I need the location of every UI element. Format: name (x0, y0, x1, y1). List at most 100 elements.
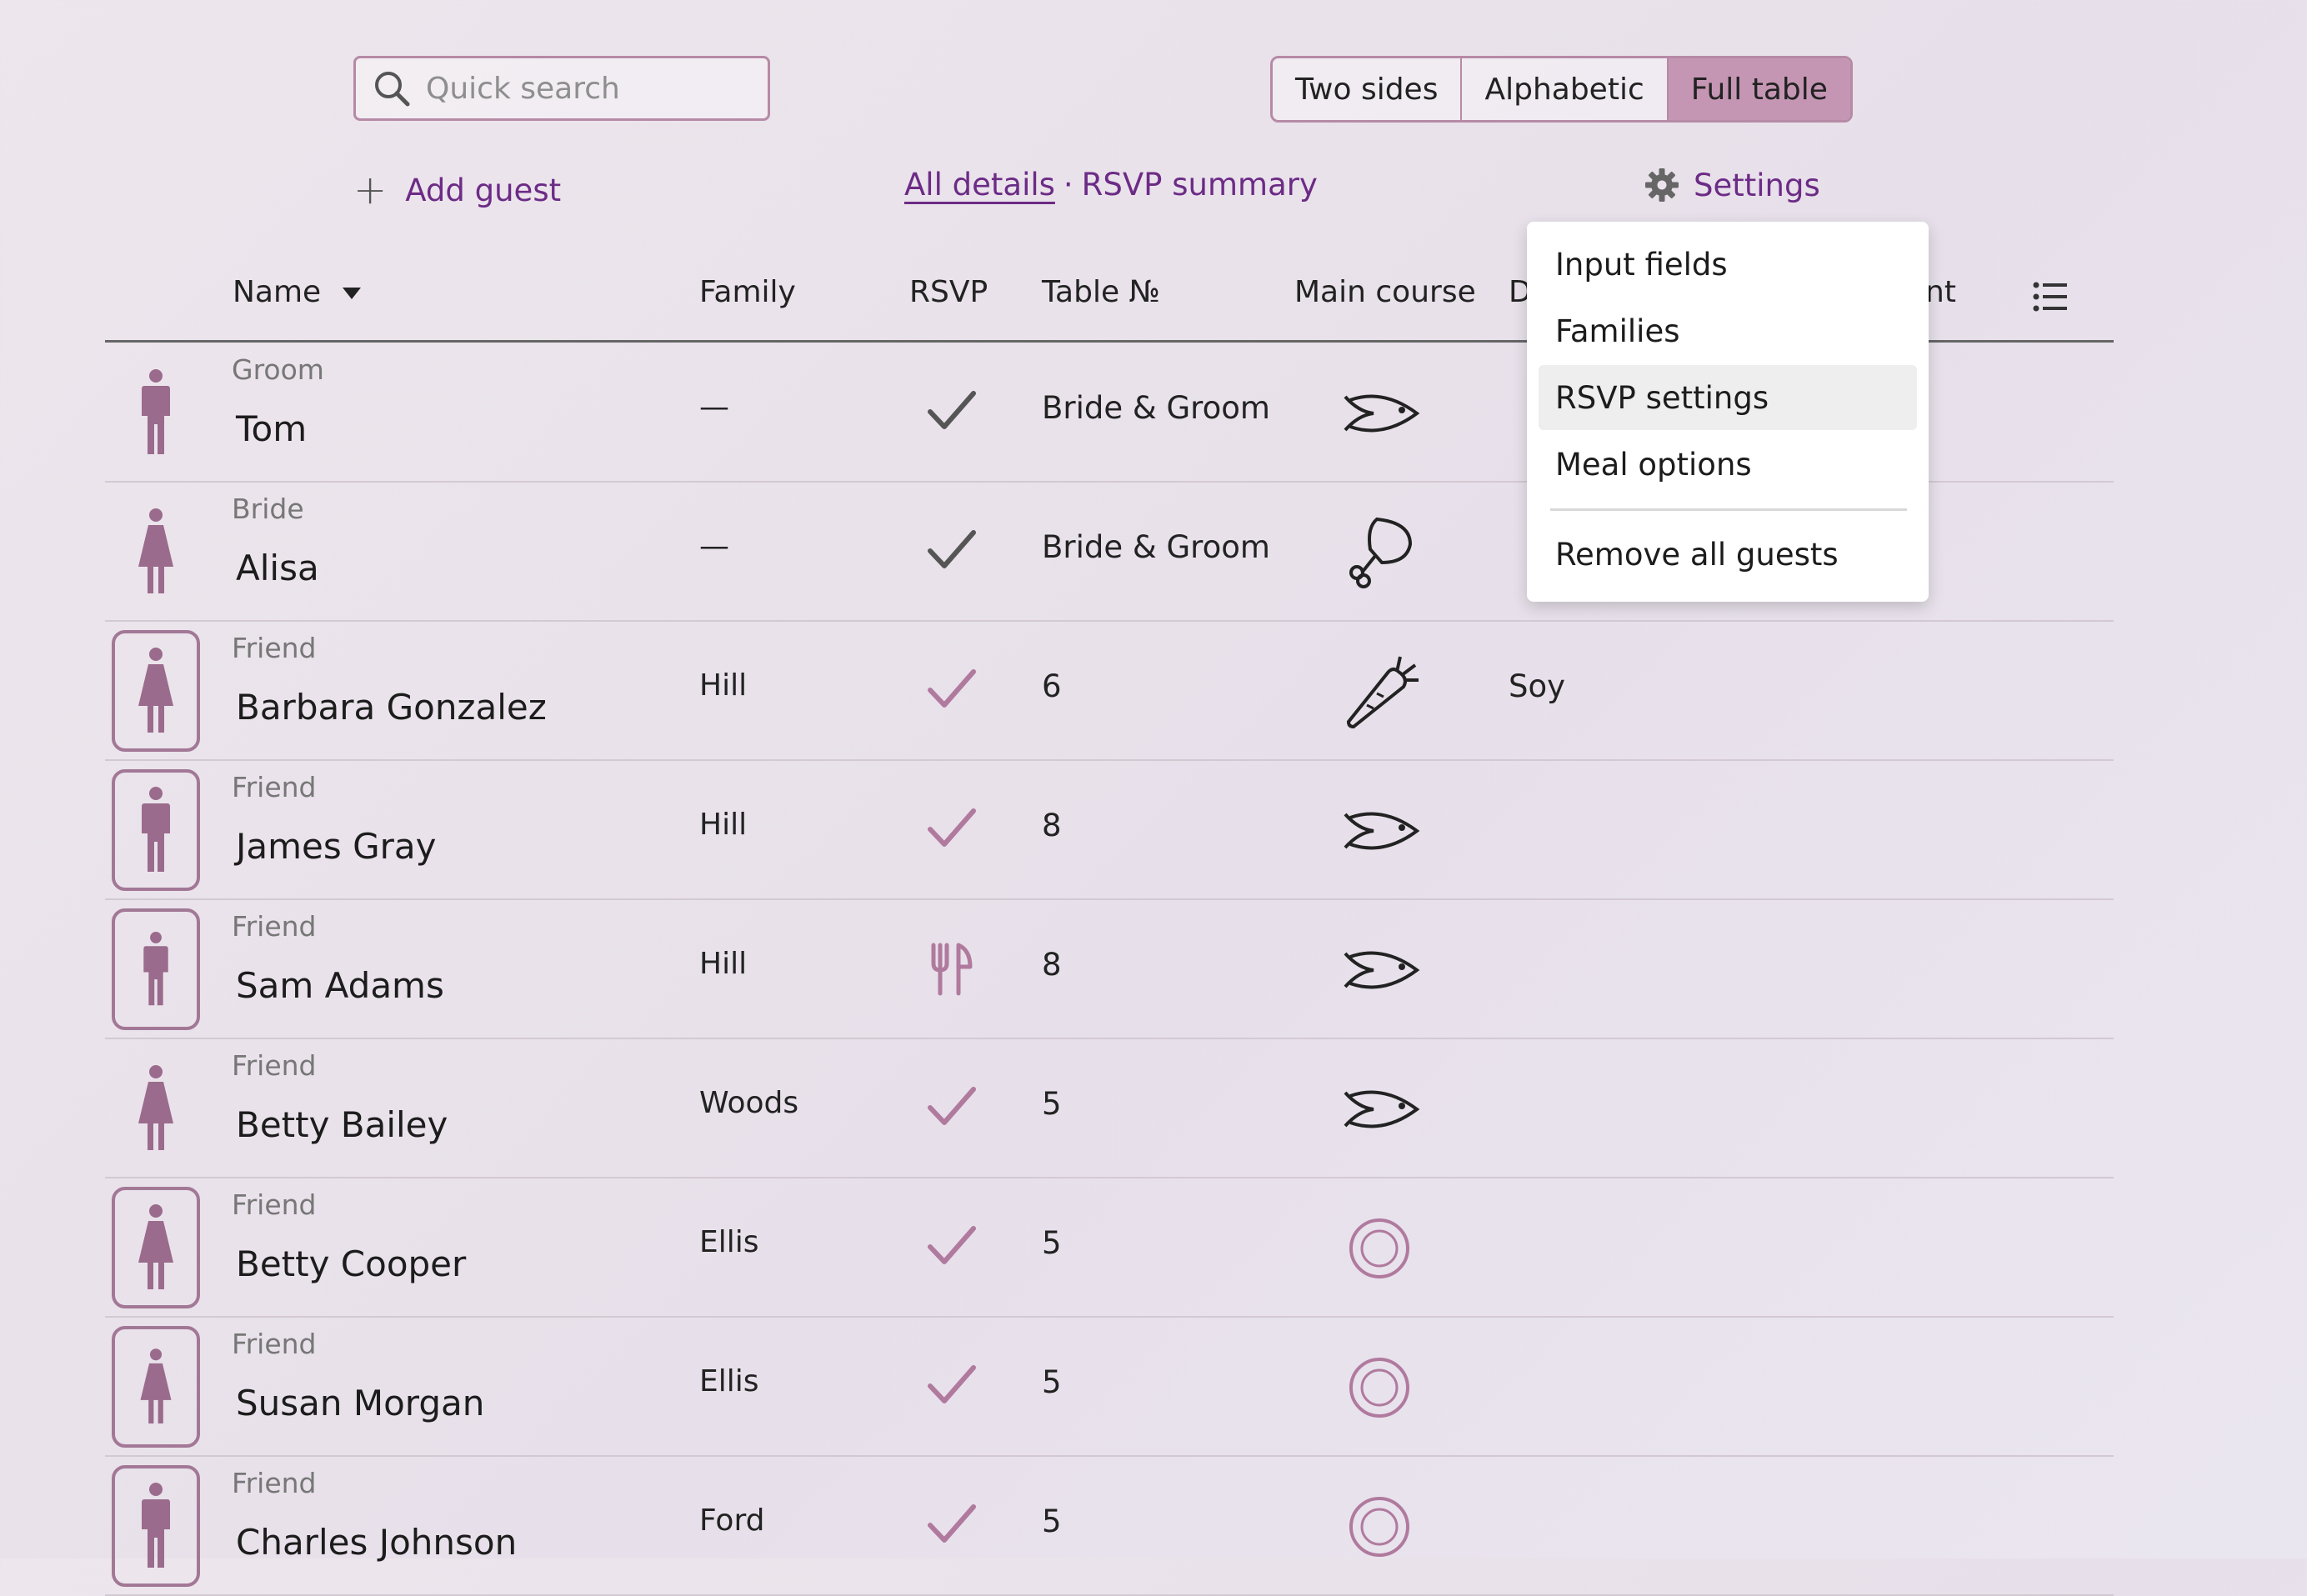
family-column-header[interactable]: Family (699, 275, 796, 309)
menu-item-input-fields[interactable]: Input fields (1555, 246, 1728, 283)
settings-button[interactable]: Settings (1644, 167, 1820, 203)
female-person-icon[interactable] (112, 630, 200, 752)
fish-icon[interactable] (1334, 789, 1425, 873)
menu-item-families[interactable]: Families (1555, 313, 1680, 349)
female-person-icon[interactable] (112, 1326, 200, 1448)
guest-table: 5 (1042, 1086, 1062, 1122)
search-input[interactable] (424, 70, 744, 107)
view-alphabetic[interactable]: Alphabetic (1462, 58, 1669, 120)
settings-dropdown-menu: Input fields Families RSVP settings Meal… (1527, 222, 1929, 602)
guest-name: Sam Adams (236, 965, 444, 1006)
rsvp-column-header[interactable]: RSVP (909, 275, 988, 309)
plus-icon: + (353, 167, 388, 213)
male-person-icon[interactable] (112, 908, 200, 1030)
name-column-header[interactable]: Name (233, 275, 361, 309)
guest-name: Betty Bailey (236, 1104, 448, 1145)
guest-name: Alisa (236, 548, 319, 588)
guest-table: 5 (1042, 1503, 1062, 1539)
all-details-link[interactable]: All details (904, 167, 1055, 203)
menu-item-rsvp-settings[interactable]: RSVP settings (1539, 365, 1917, 430)
rsvp-accepted-check-icon[interactable] (922, 1495, 980, 1553)
rsvp-accepted-check-icon[interactable] (922, 1356, 980, 1414)
rsvp-summary-link[interactable]: RSVP summary (1081, 167, 1318, 203)
fish-icon[interactable] (1334, 1068, 1425, 1151)
column-list-icon[interactable] (2032, 278, 2069, 315)
sort-desc-icon (342, 288, 361, 299)
view-two-sides[interactable]: Two sides (1273, 58, 1463, 120)
guest-diet: Soy (1509, 668, 1566, 704)
quick-search[interactable] (353, 56, 770, 121)
guest-role: Friend (232, 632, 317, 664)
rsvp-accepted-check-icon[interactable] (922, 382, 980, 440)
guest-family: Ellis (699, 1364, 759, 1398)
fork-knife-icon[interactable] (922, 938, 980, 997)
gear-icon (1645, 168, 1679, 202)
table-row[interactable]: Friend James Gray Hill 8 (105, 759, 2114, 900)
rsvp-accepted-check-icon[interactable] (922, 1078, 980, 1136)
guest-role: Friend (232, 771, 317, 803)
menu-item-remove-all-guests[interactable]: Remove all guests (1555, 536, 1839, 573)
table-column-header[interactable]: Table № (1042, 275, 1160, 309)
female-person-icon[interactable] (112, 1187, 200, 1308)
menu-item-meal-options[interactable]: Meal options (1555, 446, 1752, 483)
guest-family: Hill (699, 947, 748, 981)
guest-table: 8 (1042, 947, 1062, 983)
male-person-icon[interactable] (112, 352, 200, 473)
table-row[interactable]: Friend Betty Cooper Ellis 5 (105, 1177, 2114, 1318)
table-row[interactable]: Bride Alisa — Bride & Groom (105, 481, 2114, 622)
male-person-icon[interactable] (112, 1465, 200, 1587)
rsvp-accepted-check-icon[interactable] (922, 799, 980, 858)
fish-icon[interactable] (1334, 928, 1425, 1012)
carrot-icon[interactable] (1334, 650, 1425, 733)
empty-plate-icon[interactable] (1334, 1207, 1425, 1290)
guest-table: Bride & Groom (1042, 529, 1270, 565)
female-person-icon[interactable] (112, 491, 200, 613)
view-full-table[interactable]: Full table (1668, 58, 1850, 120)
table-row[interactable]: Friend Sam Adams Hill 8 (105, 898, 2114, 1039)
separator: · (1063, 167, 1073, 203)
table-row[interactable]: Friend Barbara Gonzalez Hill 6 Soy (105, 620, 2114, 761)
add-guest-button[interactable]: + Add guest (353, 167, 561, 213)
empty-plate-icon[interactable] (1334, 1346, 1425, 1429)
guest-family: Ellis (699, 1225, 759, 1259)
guest-name: Betty Cooper (236, 1243, 467, 1284)
extra-column-header[interactable]: nt (1925, 275, 1956, 309)
fish-icon[interactable] (1334, 372, 1425, 455)
guest-family: Hill (699, 808, 748, 842)
rsvp-accepted-check-icon[interactable] (922, 660, 980, 718)
view-mode-switch: Two sides Alphabetic Full table (1270, 56, 1853, 123)
female-person-icon[interactable] (112, 1048, 200, 1169)
empty-plate-icon[interactable] (1334, 1485, 1425, 1568)
guest-role: Friend (232, 1328, 317, 1360)
guest-table: 5 (1042, 1225, 1062, 1261)
guest-role: Friend (232, 1467, 317, 1499)
meat-drumstick-icon[interactable] (1334, 511, 1425, 594)
guest-family: Ford (699, 1503, 765, 1538)
guest-table: 8 (1042, 808, 1062, 843)
guest-table: Bride & Groom (1042, 390, 1270, 426)
guest-role: Friend (232, 1049, 317, 1082)
table-row[interactable]: Friend Susan Morgan Ellis 5 (105, 1316, 2114, 1457)
table-header: Name Family RSVP Table № Main course D n… (105, 265, 2114, 343)
guest-role: Bride (232, 493, 304, 525)
settings-label: Settings (1694, 167, 1820, 203)
rsvp-accepted-check-icon[interactable] (922, 1217, 980, 1275)
details-links: All details · RSVP summary (904, 167, 1318, 203)
add-guest-label: Add guest (405, 172, 562, 208)
menu-divider (1550, 508, 1907, 511)
table-row[interactable]: Groom Tom — Bride & Groom (105, 342, 2114, 483)
rsvp-accepted-check-icon[interactable] (922, 521, 980, 579)
main-course-column-header[interactable]: Main course (1294, 275, 1476, 309)
table-row[interactable]: Friend Betty Bailey Woods 5 (105, 1038, 2114, 1178)
guest-name: Charles Johnson (236, 1522, 518, 1563)
guest-name: James Gray (236, 826, 437, 867)
guest-family: Woods (699, 1086, 799, 1120)
guest-name: Susan Morgan (236, 1383, 485, 1423)
guest-family: Hill (699, 668, 748, 703)
guest-table: 5 (1042, 1364, 1062, 1400)
table-row[interactable]: Friend Charles Johnson Ford 5 (105, 1455, 2114, 1596)
guest-table: 6 (1042, 668, 1062, 704)
male-person-icon[interactable] (112, 769, 200, 891)
search-icon (375, 72, 410, 107)
guest-role: Groom (232, 353, 324, 386)
